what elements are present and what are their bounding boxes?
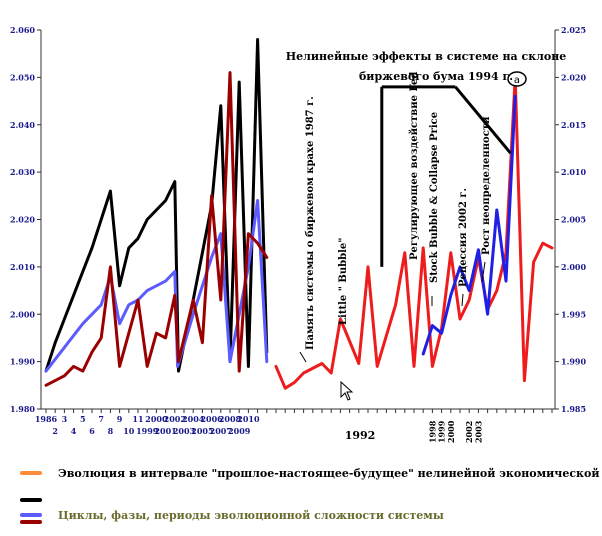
- annotation-line: [454, 85, 512, 155]
- x-tick-label-vertical: 2002: [464, 421, 474, 443]
- series-line-1: [44, 199, 269, 373]
- x-tick-label-top: 2000: [145, 414, 168, 424]
- series-line-0: [44, 38, 269, 373]
- x-tick-label-top: 1986: [35, 414, 58, 424]
- annotation-pointer: [461, 293, 464, 307]
- right-tick-label: 2.020: [561, 72, 586, 82]
- x-tick-label-bottom: 2: [52, 426, 58, 436]
- x-tick-label-bottom: 2005: [191, 426, 213, 436]
- marker-circle: [507, 71, 527, 87]
- right-tick-label: 2.000: [561, 262, 586, 272]
- left-tick-label: 2.030: [10, 167, 35, 177]
- left-tick-label: 2.020: [10, 215, 35, 225]
- annotation-layer: [299, 71, 527, 401]
- x-tick-label-top: 2008: [219, 414, 242, 424]
- right-tick-label: 2.015: [561, 120, 586, 130]
- x-tick-label-top: 2002: [164, 414, 186, 424]
- x-tick-label-vertical: 2003: [473, 420, 483, 443]
- x-tick-label-bottom: 2009: [228, 426, 251, 436]
- x-tick-label-bottom: 4: [71, 426, 77, 436]
- x-tick-label-top: 2006: [200, 414, 223, 424]
- x-tick-label-bottom: 2001: [154, 426, 176, 436]
- right-tick-label: 1.985: [561, 404, 586, 414]
- series-layer: [44, 38, 554, 390]
- x-tick-label-top: 3: [62, 414, 68, 424]
- x-bold-label: 1992: [345, 429, 376, 442]
- x-tick-label-top: 5: [80, 414, 86, 424]
- title-line-2: биржевого бума 1994 г.: [359, 70, 513, 83]
- left-tick-label: 2.040: [10, 120, 35, 130]
- series-line-2: [44, 71, 269, 387]
- x-tick-label-top: 2010: [237, 414, 260, 424]
- vertical-annotation: Stock Bubble & Collapse Price: [429, 112, 440, 283]
- left-tick-label: 2.060: [10, 25, 35, 35]
- right-tick-label: 2.025: [561, 25, 586, 35]
- legend-label: Циклы, фазы, периоды эволюционной сложно…: [58, 509, 444, 522]
- right-tick-label: 1.995: [561, 309, 586, 319]
- legend: Эволюция в интервале "прошлое-настоящее-…: [20, 467, 602, 524]
- series-line-4: [421, 94, 517, 356]
- x-tick-label-top: 11: [132, 414, 143, 424]
- labels-layer: 1.980 1.990 2.000 2.010 2.020 2.030 2.040 2.050…: [10, 25, 587, 443]
- vertical-annotation: Память системы о биржевом крахе 1987 г.: [305, 96, 316, 350]
- left-tick-label: 2.000: [10, 309, 35, 319]
- left-tick-label: 1.990: [10, 357, 35, 367]
- x-tick-label-bottom: 1999: [136, 426, 159, 436]
- x-tick-label-vertical: 2000: [446, 420, 456, 443]
- right-tick-label: 2.005: [561, 215, 586, 225]
- vertical-annotation: Рецессия 2002 г.: [458, 188, 469, 287]
- x-tick-label-top: 7: [98, 414, 104, 424]
- x-tick-label-vertical: 1998: [427, 420, 437, 443]
- legend-label: Эволюция в интервале "прошлое-настоящее-…: [58, 467, 602, 480]
- left-tick-label: 1.980: [10, 404, 35, 414]
- x-tick-label-bottom: 8: [108, 426, 114, 436]
- vertical-annotation: Регулирующее воздействие Fed: [409, 72, 420, 260]
- right-tick-label: 2.010: [561, 167, 586, 177]
- axes: [37, 29, 559, 413]
- x-tick-label-bottom: 10: [123, 426, 135, 436]
- cursor-icon: [340, 380, 354, 401]
- title-line-1: Нелинейные эффекты в системе на склоне: [286, 50, 567, 63]
- x-tick-label-top: 9: [117, 414, 123, 424]
- x-tick-label-top: 2004: [182, 414, 205, 424]
- x-tick-label-vertical: 1999: [437, 420, 447, 443]
- marker-label: a: [514, 75, 520, 86]
- right-tick-label: 1.990: [561, 357, 586, 367]
- left-tick-label: 2.050: [10, 72, 35, 82]
- annotation-pointer: [481, 261, 486, 283]
- vertical-annotation: Little " Bubble": [338, 238, 349, 325]
- vertical-annotation: Рост неопределенности: [481, 116, 492, 255]
- x-tick-label-bottom: 6: [89, 426, 95, 436]
- annotation-pointer: [299, 351, 307, 363]
- x-tick-label-bottom: 2007: [210, 426, 232, 436]
- x-tick-label-bottom: 2003: [173, 426, 196, 436]
- left-tick-label: 2.010: [10, 262, 35, 272]
